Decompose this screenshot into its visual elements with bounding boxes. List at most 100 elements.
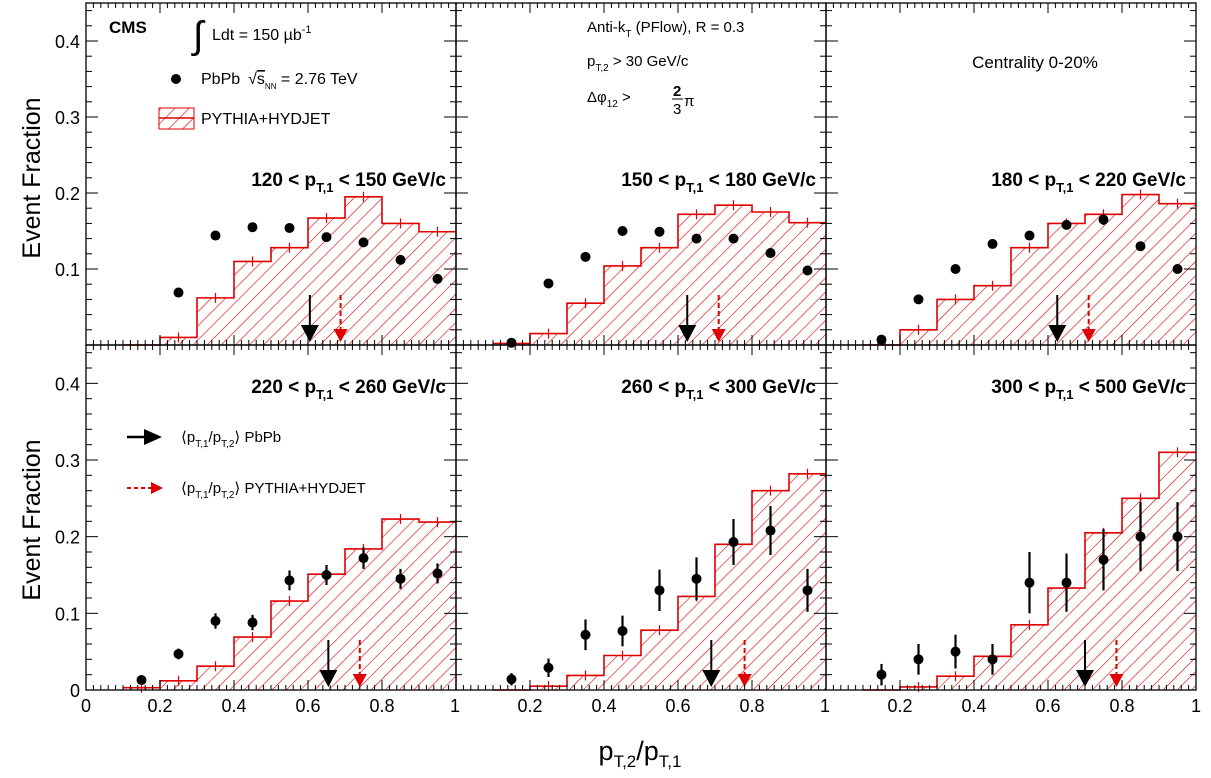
data-point — [913, 654, 924, 665]
data-point — [1098, 214, 1109, 225]
data-point — [210, 230, 221, 241]
luminosity-label: Ldt = 150 µb-1 — [212, 24, 312, 44]
cut-delta-phi-denominator: 3 — [673, 101, 681, 118]
legend-data-marker — [171, 74, 181, 84]
data-point — [247, 617, 258, 628]
data-point — [395, 254, 406, 265]
cut-delta-phi-pi: π — [684, 93, 694, 110]
data-point — [617, 625, 628, 636]
data-point — [1172, 264, 1183, 274]
cut-subleading-pt: pT,2 > 30 GeV/c — [587, 53, 689, 74]
data-point — [728, 233, 739, 244]
data-point — [950, 264, 961, 274]
mc-histogram-fill-3 — [863, 194, 1196, 345]
data-point — [284, 222, 295, 233]
data-point — [913, 294, 924, 305]
data-point — [802, 585, 813, 596]
data-point — [1061, 577, 1072, 588]
x-axis-title: pT,2/pT,1 — [599, 736, 682, 771]
x-tick-label: 0.4 — [961, 696, 986, 716]
data-point — [617, 226, 628, 236]
mean-arrow-data-head — [678, 325, 697, 342]
x-tick-label: 0 — [81, 696, 91, 716]
data-point — [580, 629, 591, 640]
panels-group: 0.1 0.2 0.3 0.4 120 < pT,1 < 150 GeV/c 150 < … — [55, 2, 1201, 716]
y-tick-label: 0.2 — [55, 528, 80, 548]
panel-range-label-5: 260 < pT,1 < 300 GeV/c — [621, 377, 816, 402]
data-point — [321, 570, 332, 580]
y-axis-title-top: Event Fraction — [18, 97, 46, 258]
x-tick-label: 0.8 — [739, 696, 764, 716]
data-point — [1135, 241, 1146, 252]
mean-arrow-data-head — [1076, 670, 1094, 687]
data-point — [1172, 531, 1183, 542]
data-point — [728, 537, 739, 548]
x-tick-label: 0.8 — [369, 696, 394, 716]
y-tick-label: 0.4 — [55, 374, 80, 394]
data-point — [802, 265, 813, 276]
y-tick-label: 0 — [70, 681, 80, 701]
data-point — [543, 662, 554, 673]
y-tick-label: 0.2 — [55, 184, 80, 204]
data-point — [987, 238, 998, 249]
data-point — [284, 575, 295, 586]
cut-algorithm: Anti-kT (PFlow), R = 0.3 — [587, 19, 744, 40]
data-point — [1135, 531, 1146, 542]
x-tick-label: 0.4 — [221, 696, 246, 716]
mean-arrow-mc-head — [1109, 674, 1124, 687]
mean-arrow-mc-head — [737, 674, 752, 687]
cut-delta-phi: Δφ12 > — [587, 89, 631, 110]
data-point — [210, 616, 221, 626]
data-point — [654, 226, 665, 237]
panel-range-label-4: 220 < pT,1 < 260 GeV/c — [251, 377, 446, 402]
mean-arrow-data-head — [702, 670, 721, 687]
y-tick-label: 0.3 — [55, 451, 80, 471]
x-tick-label: 0.4 — [591, 696, 616, 716]
y-tick-label: 0.1 — [55, 260, 80, 280]
cut-delta-phi-numerator: 2 — [673, 83, 681, 100]
data-point — [1024, 230, 1035, 241]
x-tick-label: 0.6 — [1035, 696, 1060, 716]
mc-histogram-fill-2 — [493, 205, 826, 345]
data-point — [173, 648, 184, 659]
data-point — [358, 553, 369, 564]
mc-histogram-fill-1 — [123, 196, 456, 345]
panel-range-label-2: 150 < pT,1 < 180 GeV/c — [621, 170, 816, 195]
data-point — [506, 674, 517, 685]
legend-arrow-data-head — [144, 429, 162, 445]
x-tick-label: 1 — [1191, 696, 1201, 716]
y-tick-label: 0.3 — [55, 108, 80, 128]
data-point — [876, 334, 887, 345]
data-point — [321, 232, 332, 243]
x-tick-label: 0.8 — [1109, 696, 1134, 716]
mc-histogram-fill-5 — [493, 473, 826, 690]
data-point — [543, 278, 554, 289]
x-tick-label: 0.2 — [887, 696, 912, 716]
data-point — [950, 646, 961, 657]
data-point — [765, 248, 776, 259]
legend-arrow-data-label: ⟨pT,1/pT,2⟩ PbPb — [181, 429, 281, 450]
data-point — [432, 273, 443, 284]
panel-range-label-6: 300 < pT,1 < 500 GeV/c — [991, 377, 1186, 402]
experiment-label: CMS — [109, 18, 147, 37]
x-tick-label: 0.6 — [295, 696, 320, 716]
panel-range-label-1: 120 < pT,1 < 150 GeV/c — [251, 170, 446, 195]
y-tick-label: 0.1 — [55, 604, 80, 624]
y-axis-title-bottom: Event Fraction — [18, 439, 46, 600]
data-point — [432, 568, 443, 579]
legend-mc-label: PYTHIA+HYDJET — [201, 111, 331, 128]
mc-histogram-fill-6 — [863, 452, 1196, 690]
mean-arrow-mc-head — [711, 329, 726, 342]
y-tick-label: 0.4 — [55, 32, 80, 52]
data-point — [173, 287, 184, 298]
centrality-label: Centrality 0-20% — [972, 53, 1098, 72]
x-tick-label: 0.2 — [517, 696, 542, 716]
legend-data-label: PbPb √sNN = 2.76 TeV — [201, 71, 358, 91]
data-point — [1098, 554, 1109, 565]
data-point — [395, 573, 406, 584]
data-point — [580, 251, 591, 262]
data-point — [247, 222, 258, 233]
mean-arrow-data-head — [1048, 325, 1067, 342]
x-tick-label: 1 — [820, 696, 830, 716]
